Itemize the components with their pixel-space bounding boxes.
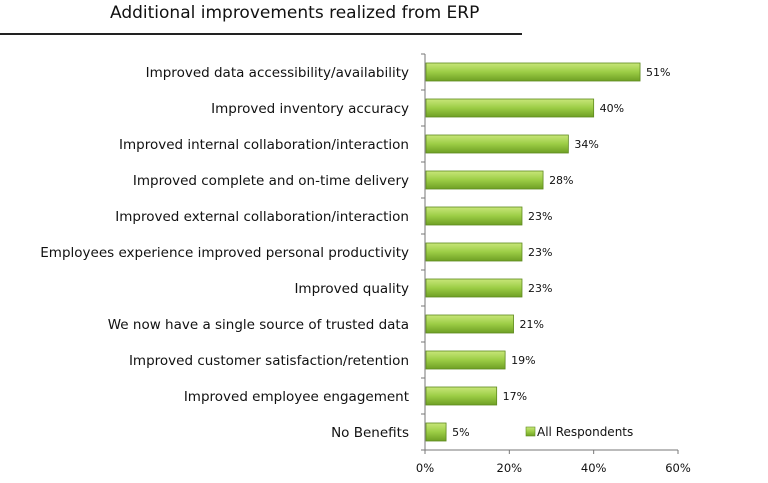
bar — [425, 242, 523, 262]
category-label: Improved internal collaboration/interact… — [119, 137, 409, 153]
data-label: 34% — [574, 138, 598, 151]
bar — [425, 314, 514, 334]
title-underline — [0, 33, 522, 35]
category-label: Improved external collaboration/interact… — [115, 209, 409, 225]
category-label: Improved inventory accuracy — [211, 101, 409, 117]
bar — [425, 278, 523, 298]
category-label: Improved data accessibility/availability — [146, 65, 409, 81]
category-label: We now have a single source of trusted d… — [108, 317, 409, 333]
bar — [425, 134, 569, 154]
category-label: Improved customer satisfaction/retention — [129, 353, 409, 369]
bar — [425, 170, 544, 190]
bar — [425, 206, 523, 226]
data-label: 23% — [528, 210, 552, 223]
bar — [425, 350, 506, 370]
bar — [425, 422, 447, 442]
bar — [425, 62, 641, 82]
bar — [425, 386, 498, 406]
data-label: 40% — [600, 102, 624, 115]
legend-swatch — [525, 426, 536, 437]
data-label: 17% — [503, 390, 527, 403]
data-label: 19% — [511, 354, 535, 367]
x-tick-label: 0% — [416, 461, 434, 475]
category-label: Improved employee engagement — [184, 389, 409, 405]
bar — [425, 98, 595, 118]
category-label: Employees experience improved personal p… — [40, 245, 409, 261]
legend-label: All Respondents — [537, 425, 633, 439]
chart-title: Additional improvements realized from ER… — [110, 3, 480, 23]
data-label: 23% — [528, 246, 552, 259]
x-tick-label: 20% — [497, 461, 523, 475]
category-label: Improved complete and on-time delivery — [133, 173, 409, 189]
data-label: 5% — [452, 426, 469, 439]
category-label: Improved quality — [294, 281, 409, 297]
data-label: 51% — [646, 66, 670, 79]
x-tick-label: 40% — [581, 461, 607, 475]
data-label: 21% — [520, 318, 544, 331]
data-label: 28% — [549, 174, 573, 187]
x-tick-label: 60% — [665, 461, 691, 475]
data-label: 23% — [528, 282, 552, 295]
category-label: No Benefits — [331, 425, 409, 441]
